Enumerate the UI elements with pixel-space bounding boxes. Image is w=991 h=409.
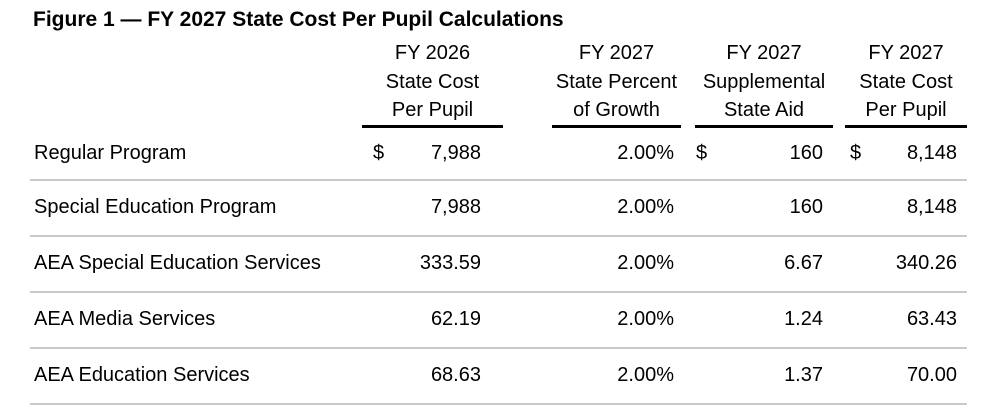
growth-percent-value: 2.00% [617,141,674,164]
fy2026-state-cost-value: 7,988 [430,141,481,164]
table-row: AEA Media Services 62.19 2.00% 1.24 63.4… [30,293,967,349]
fy2027-state-cost-cell: $ 8,148 [845,142,967,165]
col-header-fy2027-supplemental-state-aid: FY 2027 Supplemental State Aid [695,39,833,128]
fy2026-state-cost-cell: 68.63 [362,364,503,387]
fy2027-state-cost-value: 340.26 [895,252,957,274]
supplemental-aid-cell: 1.24 [695,308,833,331]
supplemental-aid-value: 1.24 [784,308,823,330]
fy2027-state-cost-value: 63.43 [906,308,957,330]
supplemental-aid-value: 6.67 [784,252,823,274]
dollar-sign: $ [696,141,708,164]
dollar-sign: $ [850,141,862,164]
row-label: AEA Special Education Services [34,252,321,274]
growth-percent-cell: 2.00% [552,252,681,275]
row-label: AEA Education Services [34,364,250,386]
growth-percent-cell: 2.00% [552,196,681,219]
growth-percent-cell: 2.00% [552,308,681,331]
fy2026-state-cost-value: 68.63 [430,364,481,386]
growth-percent-value: 2.00% [617,308,674,330]
col-header-fy2027-state-cost-per-pupil: FY 2027 State Cost Per Pupil [845,39,967,128]
table-row: Special Education Program 7,988 2.00% 16… [30,181,967,237]
growth-percent-cell: 2.00% [552,364,681,387]
figure-title: Figure 1 — FY 2027 State Cost Per Pupil … [33,8,564,31]
supplemental-aid-cell: 1.37 [695,364,833,387]
growth-percent-value: 2.00% [617,196,674,218]
fy2026-state-cost-cell: $ 7,988 [362,142,503,165]
table-header-row: FY 2026 State Cost Per Pupil FY 2027 Sta… [30,39,967,128]
fy2026-state-cost-cell: 62.19 [362,308,503,331]
cost-per-pupil-table: FY 2026 State Cost Per Pupil FY 2027 Sta… [30,39,967,405]
dollar-sign: $ [373,141,385,164]
col-header-fy2026-state-cost-per-pupil: FY 2026 State Cost Per Pupil [362,39,503,128]
fy2027-state-cost-cell: 70.00 [845,364,967,387]
table-row: Regular Program $ 7,988 2.00% $ 160 $ 8,… [30,128,967,181]
supplemental-aid-value: 160 [789,196,823,218]
fy2026-state-cost-cell: 7,988 [362,196,503,219]
supplemental-aid-value: 1.37 [784,364,823,386]
growth-percent-value: 2.00% [617,364,674,386]
table-row: AEA Education Services 68.63 2.00% 1.37 … [30,349,967,405]
supplemental-aid-cell: 160 [695,196,833,219]
supplemental-aid-cell: $ 160 [695,142,833,165]
growth-percent-value: 2.00% [617,252,674,274]
growth-percent-cell: 2.00% [552,142,681,165]
table-row: AEA Special Education Services 333.59 2.… [30,237,967,293]
fy2026-state-cost-value: 333.59 [419,252,481,274]
supplemental-aid-cell: 6.67 [695,252,833,275]
fy2026-state-cost-value: 62.19 [430,308,481,330]
col-header-fy2027-state-percent-of-growth: FY 2027 State Percent of Growth [552,39,681,128]
row-label: AEA Media Services [34,308,216,330]
fy2027-state-cost-value: 8,148 [906,141,957,164]
fy2026-state-cost-cell: 333.59 [362,252,503,275]
row-label: Regular Program [34,141,187,164]
row-label: Special Education Program [34,196,277,218]
fy2027-state-cost-value: 70.00 [906,364,957,386]
fy2027-state-cost-value: 8,148 [906,196,957,218]
fy2027-state-cost-cell: 63.43 [845,308,967,331]
fy2026-state-cost-value: 7,988 [430,196,481,218]
fy2027-state-cost-cell: 340.26 [845,252,967,275]
fy2027-state-cost-cell: 8,148 [845,196,967,219]
supplemental-aid-value: 160 [789,141,823,164]
